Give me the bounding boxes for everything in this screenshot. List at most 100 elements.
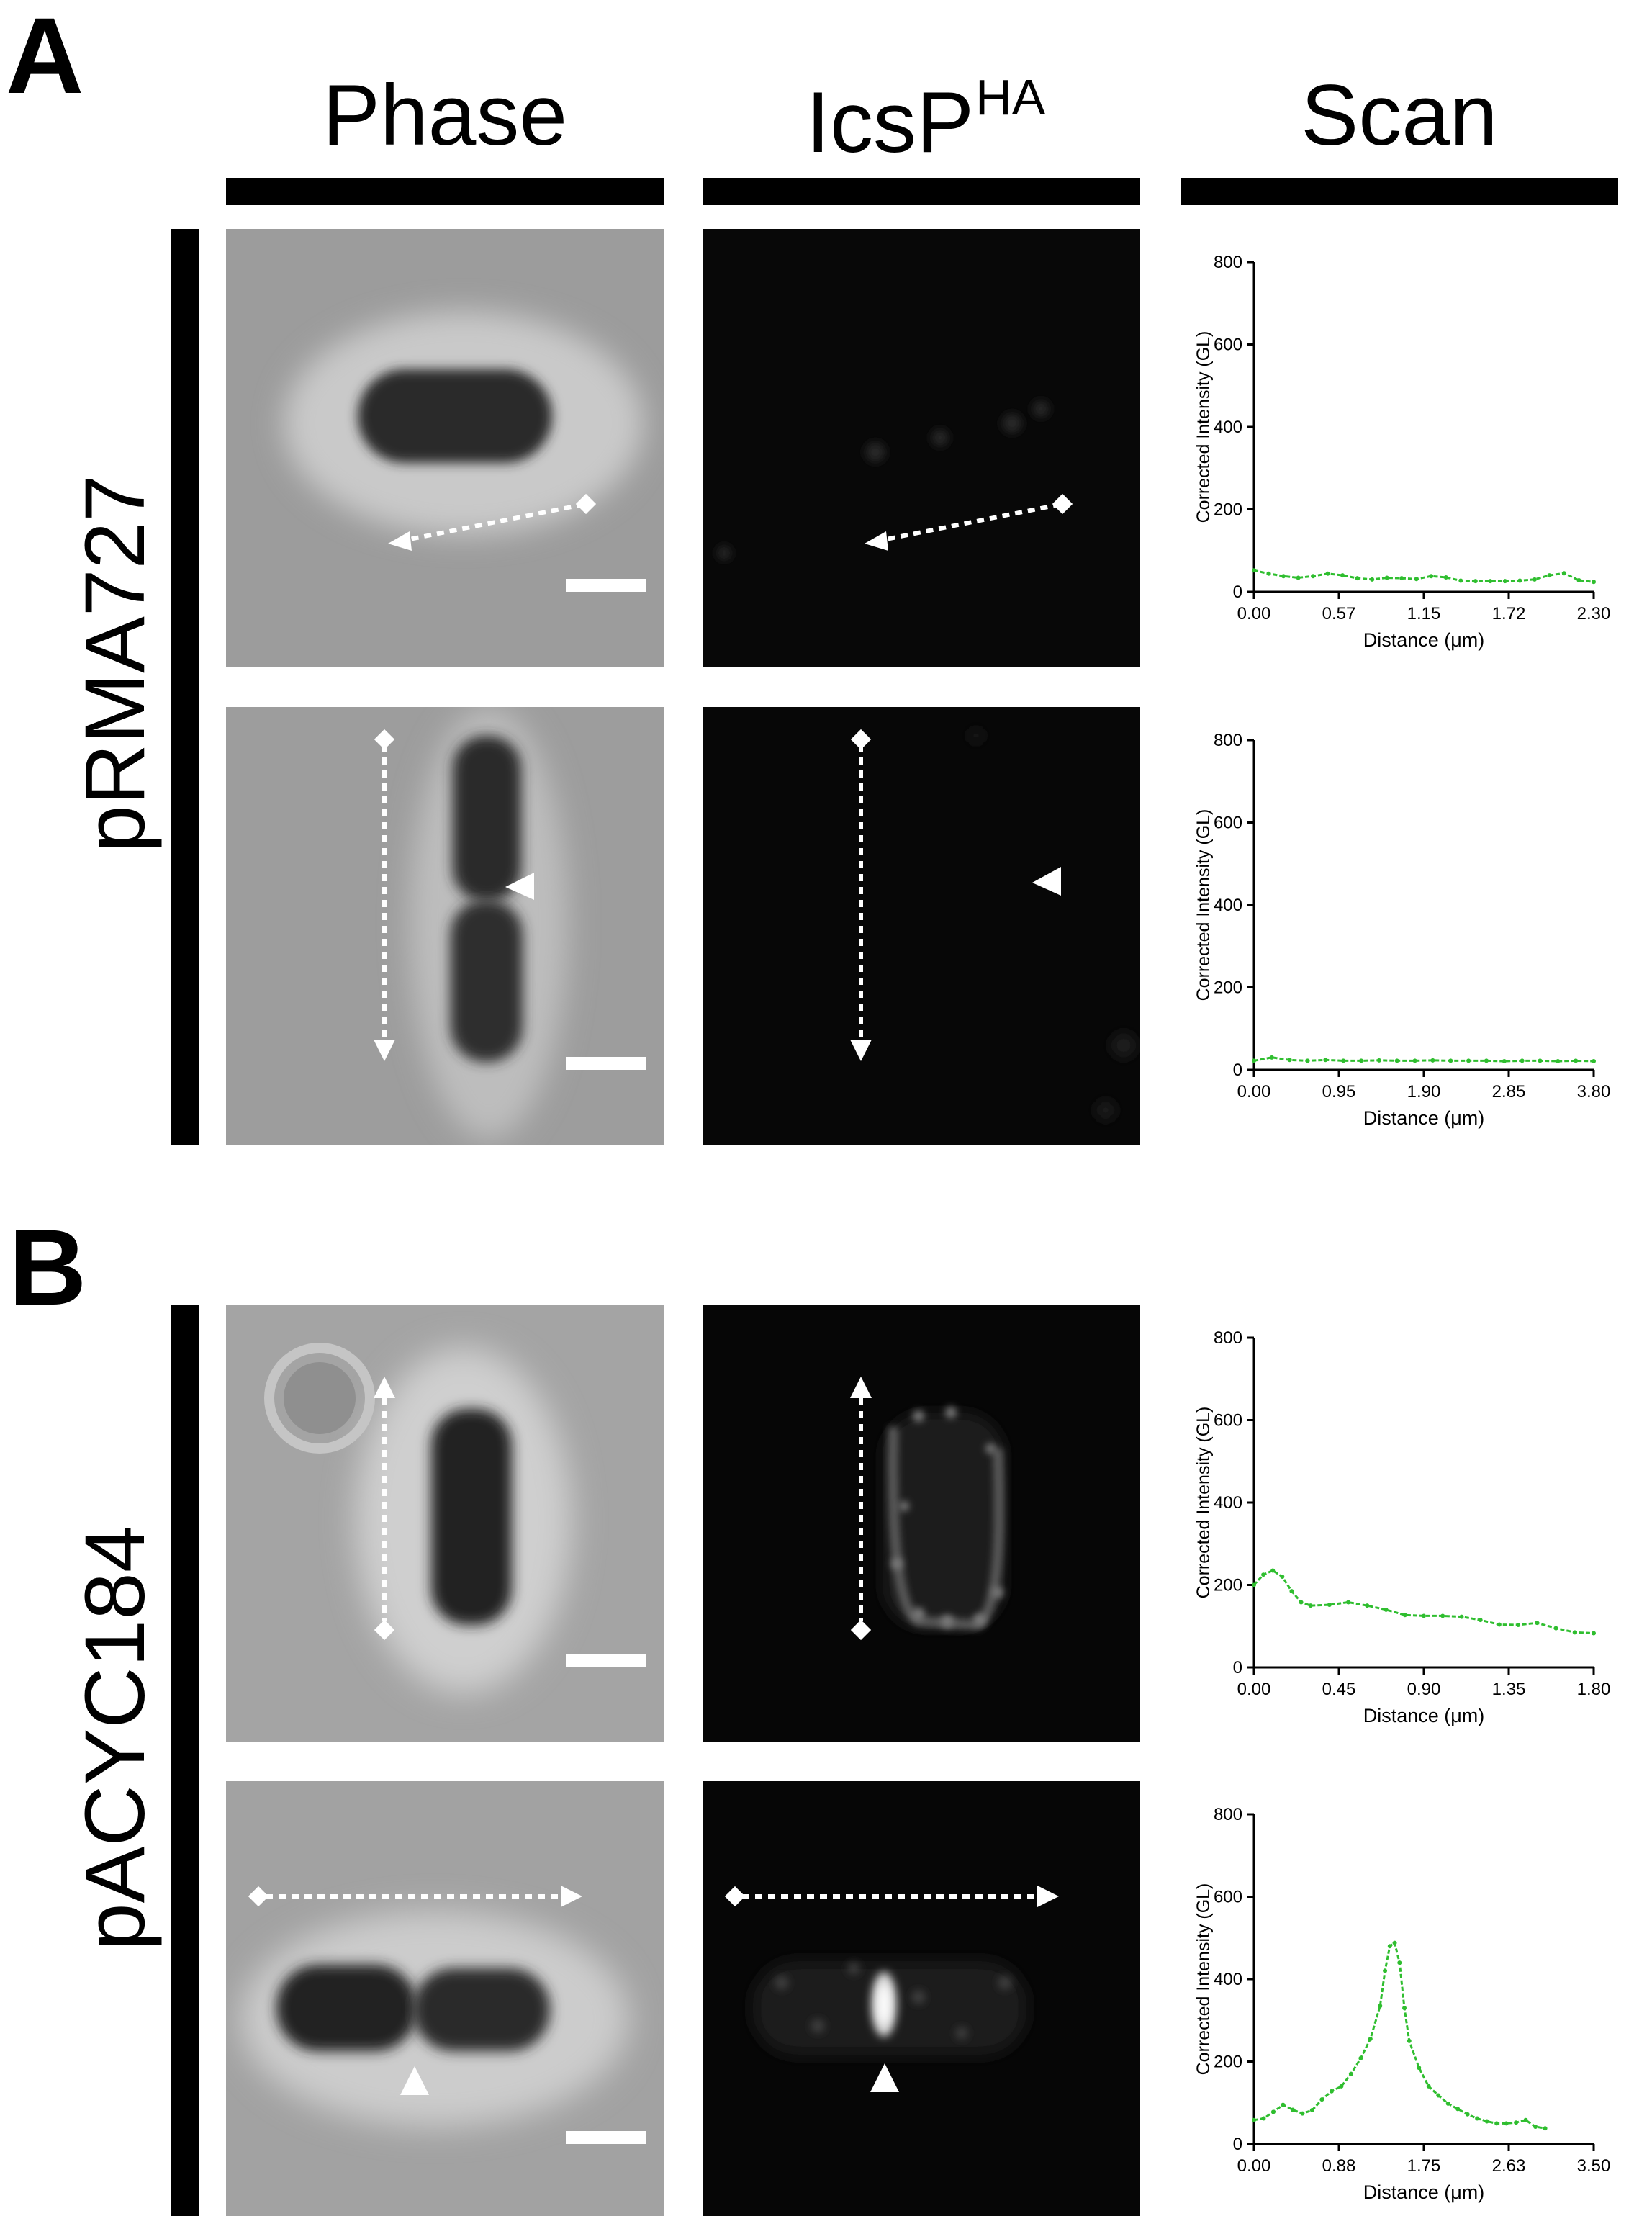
data-point bbox=[1458, 578, 1463, 583]
data-point bbox=[1561, 571, 1566, 576]
column-title-icsp-superscript: HA bbox=[975, 69, 1046, 125]
fluorescence-image-b2 bbox=[703, 1781, 1140, 2216]
data-point bbox=[1556, 1058, 1561, 1063]
x-tick-label: 0.95 bbox=[1322, 1082, 1356, 1102]
data-point bbox=[1341, 1058, 1346, 1063]
scan-arrow-a1-fluor bbox=[865, 493, 1073, 551]
scan-plot-a2: 0 200 400 600 800 0.00 0.95 1.90 2.85 3.80 Distanc… bbox=[1169, 720, 1615, 1145]
data-point bbox=[1502, 579, 1507, 584]
arrowhead-marker-a2-fluor bbox=[1032, 867, 1061, 896]
data-point bbox=[1358, 2055, 1363, 2060]
y-tick-label: 800 bbox=[1214, 253, 1242, 272]
data-point bbox=[1376, 1058, 1381, 1063]
data-point bbox=[1269, 1055, 1274, 1060]
data-point bbox=[1287, 1058, 1292, 1063]
scan-plot-b2: 0 200 400 600 800 0.00 0.88 1.75 2.63 3.50 Distanc… bbox=[1169, 1794, 1615, 2216]
scan-arrow-b1-phase bbox=[374, 1377, 395, 1641]
data-point bbox=[1475, 2116, 1480, 2121]
data-point bbox=[1414, 577, 1419, 582]
data-point bbox=[1448, 1058, 1453, 1063]
data-point bbox=[1592, 1058, 1596, 1063]
x-tick-label: 2.63 bbox=[1492, 2156, 1526, 2176]
data-point bbox=[1329, 2089, 1334, 2094]
y-axis-label: Corrected Intensity (GL) bbox=[1193, 809, 1214, 1001]
x-tick-label: 3.50 bbox=[1577, 2156, 1611, 2176]
panel-letter-a: A bbox=[6, 0, 84, 116]
x-tick-label: 1.80 bbox=[1577, 1680, 1611, 1699]
intensity-trace bbox=[1253, 569, 1594, 583]
y-tick-label: 200 bbox=[1214, 500, 1242, 520]
scan-arrow-b2-fluor bbox=[724, 1886, 1059, 1907]
fluorescence-image-a2 bbox=[703, 707, 1140, 1145]
intensity-trace bbox=[1253, 1056, 1594, 1063]
data-point bbox=[1300, 2111, 1305, 2116]
x-axis-label: Distance (μm) bbox=[1363, 1705, 1485, 1726]
x-axis-label: Distance (μm) bbox=[1363, 2181, 1485, 2203]
y-tick-label: 0 bbox=[1233, 2135, 1242, 2154]
phase-image-a1 bbox=[226, 229, 664, 667]
data-point bbox=[1553, 1626, 1558, 1631]
data-point bbox=[1497, 1622, 1502, 1627]
data-point bbox=[1397, 1960, 1402, 1965]
data-point bbox=[1465, 2112, 1470, 2117]
data-point bbox=[1547, 573, 1552, 578]
x-tick-label: 0.88 bbox=[1322, 2156, 1356, 2176]
y-tick-label: 800 bbox=[1214, 1805, 1242, 1824]
data-point bbox=[1426, 2084, 1431, 2089]
x-tick-label: 0.00 bbox=[1237, 604, 1271, 623]
column-bar-scan bbox=[1181, 178, 1618, 205]
data-point bbox=[1443, 575, 1448, 580]
data-point bbox=[1339, 2084, 1344, 2089]
scale-bar-a1 bbox=[566, 579, 646, 592]
x-tick-label: 2.85 bbox=[1492, 1082, 1526, 1102]
scan-arrow-a2-phase bbox=[374, 729, 395, 1061]
y-tick-label: 600 bbox=[1214, 335, 1242, 355]
data-point bbox=[1422, 1613, 1426, 1618]
x-tick-label: 1.35 bbox=[1492, 1680, 1526, 1699]
data-point bbox=[1378, 2004, 1383, 2009]
x-tick-label: 0.45 bbox=[1322, 1680, 1356, 1699]
data-point bbox=[1270, 1568, 1276, 1573]
data-point bbox=[1532, 577, 1537, 582]
y-axis-label: Corrected Intensity (GL) bbox=[1193, 331, 1214, 523]
scan-plot-b1: 0 200 400 600 800 0.00 0.45 0.90 1.35 1.80 Distanc… bbox=[1169, 1318, 1615, 1742]
data-point bbox=[1392, 1940, 1397, 1945]
data-point bbox=[1327, 1602, 1332, 1607]
arrowhead-marker-b2-fluor bbox=[870, 2063, 899, 2092]
data-point bbox=[1346, 1600, 1351, 1605]
y-tick-label: 400 bbox=[1214, 1970, 1242, 1989]
scan-arrow-a2-fluor bbox=[850, 729, 872, 1061]
data-point bbox=[1455, 2107, 1461, 2112]
data-point bbox=[1359, 1058, 1364, 1063]
x-tick-label: 0.00 bbox=[1237, 1082, 1271, 1102]
x-axis-label: Distance (μm) bbox=[1363, 1107, 1485, 1129]
scan-arrow-b2-phase bbox=[248, 1886, 582, 1907]
data-point bbox=[1348, 2071, 1353, 2076]
y-tick-label: 400 bbox=[1214, 896, 1242, 915]
data-point bbox=[1430, 1058, 1435, 1063]
data-point bbox=[1523, 2117, 1528, 2122]
data-point bbox=[1429, 574, 1434, 579]
data-point bbox=[1538, 1058, 1543, 1063]
data-point bbox=[1402, 1613, 1407, 1618]
data-point bbox=[1384, 575, 1389, 580]
data-point bbox=[1394, 1058, 1399, 1063]
data-point bbox=[1296, 575, 1301, 580]
panel-letter-b: B bbox=[9, 1207, 87, 1328]
y-tick-label: 200 bbox=[1214, 2053, 1242, 2072]
y-tick-label: 600 bbox=[1214, 1411, 1242, 1431]
data-point bbox=[1311, 574, 1316, 579]
data-point bbox=[1574, 1058, 1579, 1063]
y-tick-label: 600 bbox=[1214, 814, 1242, 833]
data-point bbox=[1459, 1614, 1464, 1619]
data-point bbox=[1325, 571, 1330, 576]
y-tick-label: 400 bbox=[1214, 418, 1242, 437]
data-point bbox=[1252, 1582, 1256, 1587]
data-point bbox=[1484, 1058, 1489, 1063]
x-tick-label: 0.90 bbox=[1407, 1680, 1441, 1699]
data-point bbox=[1383, 1968, 1388, 1973]
data-point bbox=[1592, 580, 1596, 585]
data-point bbox=[1407, 2038, 1412, 2043]
data-point bbox=[1576, 577, 1581, 582]
data-point bbox=[1384, 1607, 1389, 1612]
